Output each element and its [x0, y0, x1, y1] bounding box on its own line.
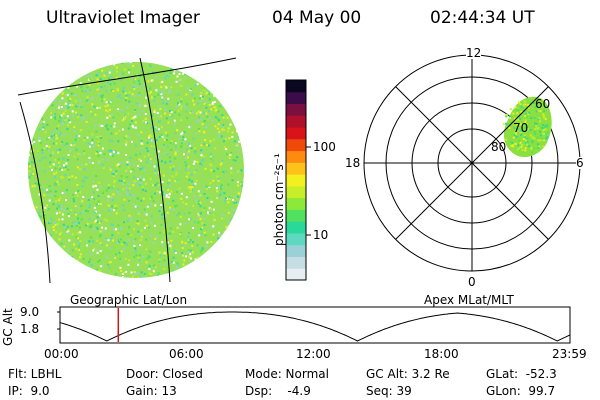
- gain-status: Gain: 13: [126, 384, 177, 398]
- lat-lon-grid: [17, 57, 237, 284]
- apex-caption: Apex MLat/MLT: [424, 293, 514, 307]
- observation-date: 04 May 00: [272, 8, 362, 28]
- emission-speckle: [28, 62, 244, 278]
- altitude-xtick: 06:00: [169, 347, 204, 361]
- altitude-frame: [59, 306, 571, 344]
- ip-status: IP: 9.0: [8, 384, 50, 398]
- mode-status: Mode: Normal: [245, 367, 329, 381]
- polar-spokes: [364, 55, 580, 271]
- colorbar-tick-100: 100: [313, 140, 336, 154]
- colorbar-tick-10: 10: [313, 228, 329, 242]
- seq-status: Seq: 39: [366, 384, 412, 398]
- mlt-label-12: 12: [466, 46, 482, 60]
- auroral-speckle: [502, 100, 550, 154]
- colorbar: [285, 79, 311, 281]
- glon-status: GLon: 99.7: [486, 384, 556, 398]
- altitude-plot: [57, 306, 571, 344]
- mlt-label-0: 0: [468, 275, 476, 289]
- geographic-caption: Geographic Lat/Lon: [70, 293, 188, 307]
- instrument-title: Ultraviolet Imager: [46, 8, 200, 28]
- glat-status: GLat: -52.3: [486, 367, 557, 381]
- geographic-image: [17, 57, 244, 284]
- altitude-xtick: 12:00: [296, 347, 331, 361]
- door-status: Door: Closed: [126, 367, 203, 381]
- altitude-ytick-max: 9.0: [20, 305, 40, 319]
- polar-plot: [363, 54, 581, 272]
- latitude-line: [17, 57, 237, 96]
- gc-alt-status: GC Alt: 3.2 Re: [366, 367, 450, 381]
- altitude-curve: [59, 311, 571, 342]
- longitude-line: [19, 101, 51, 284]
- longitude-line: [139, 57, 171, 283]
- mlat-label-70: 70: [513, 121, 529, 135]
- altitude-ytick-min: 1.8: [20, 322, 40, 336]
- observation-time: 02:44:34 UT: [430, 8, 535, 28]
- colorbar-unit-label: photon cm⁻²s⁻¹: [272, 153, 286, 246]
- altitude-xtick: 23:59: [552, 347, 587, 361]
- dsp-status: Dsp: -4.9: [245, 384, 311, 398]
- mlt-label-6: 6: [576, 156, 584, 170]
- colorbar-gradient: [286, 80, 306, 281]
- filter-status: Flt: LBHL: [8, 367, 62, 381]
- altitude-xtick: 00:00: [44, 347, 79, 361]
- mlat-label-60: 60: [535, 97, 551, 111]
- mlat-label-80: 80: [491, 140, 507, 154]
- mlt-label-18: 18: [345, 156, 361, 170]
- altitude-xtick: 18:00: [424, 347, 459, 361]
- altitude-ylabel: GC Alt: [1, 308, 15, 346]
- colorbar-frame: [285, 79, 307, 281]
